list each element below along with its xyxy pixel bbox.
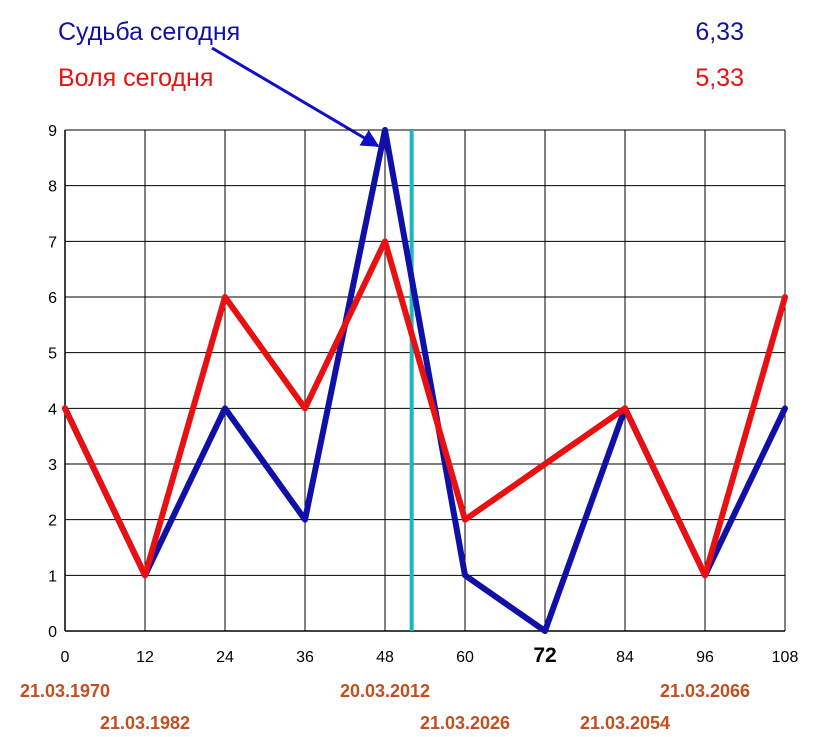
- legend-value-fate: 6,33: [695, 18, 744, 46]
- date-label: 20.03.2012: [340, 681, 430, 701]
- y-tick-label: 3: [48, 457, 57, 474]
- x-tick-label: 48: [376, 649, 394, 666]
- date-label: 21.03.2066: [660, 681, 750, 701]
- legend-label-fate: Судьба сегодня: [58, 18, 240, 46]
- x-tick-label: 72: [533, 644, 556, 667]
- y-tick-label: 7: [48, 234, 57, 251]
- x-tick-label: 108: [772, 649, 799, 666]
- date-label: 21.03.2054: [580, 713, 670, 733]
- y-tick-labels: 0 1 2 3 4 5 6 7 8 9: [48, 123, 57, 641]
- y-tick-label: 1: [48, 568, 57, 585]
- y-tick-label: 6: [48, 290, 57, 307]
- y-tick-label: 4: [48, 401, 57, 418]
- y-tick-label: 5: [48, 346, 57, 363]
- series-line-will: [62, 238, 788, 579]
- chart-series: [62, 127, 788, 634]
- legend-value-will: 5,33: [695, 64, 744, 92]
- chart-axes: [64, 130, 785, 632]
- y-tick-label: 0: [48, 624, 57, 641]
- y-tick-label: 2: [48, 513, 57, 530]
- y-tick-label: 9: [48, 123, 57, 140]
- date-labels: 21.03.1970 21.03.1982 20.03.2012 21.03.2026…: [20, 681, 750, 733]
- x-tick-label: 36: [296, 649, 314, 666]
- x-tick-label: 60: [456, 649, 474, 666]
- x-tick-label: 12: [136, 649, 154, 666]
- x-tick-label: 0: [61, 649, 70, 666]
- annotation-arrow: [211, 46, 380, 148]
- date-label: 21.03.1982: [100, 713, 190, 733]
- legend-label-will: Воля сегодня: [58, 64, 213, 92]
- x-tick-labels: 0 12 24 36 48 60 72 84 96 108: [61, 644, 799, 667]
- date-label: 21.03.1970: [20, 681, 110, 701]
- x-tick-label: 84: [616, 649, 634, 666]
- x-tick-label: 24: [216, 649, 234, 666]
- y-tick-label: 8: [48, 179, 57, 196]
- date-label: 21.03.2026: [420, 713, 510, 733]
- x-tick-label: 96: [696, 649, 714, 666]
